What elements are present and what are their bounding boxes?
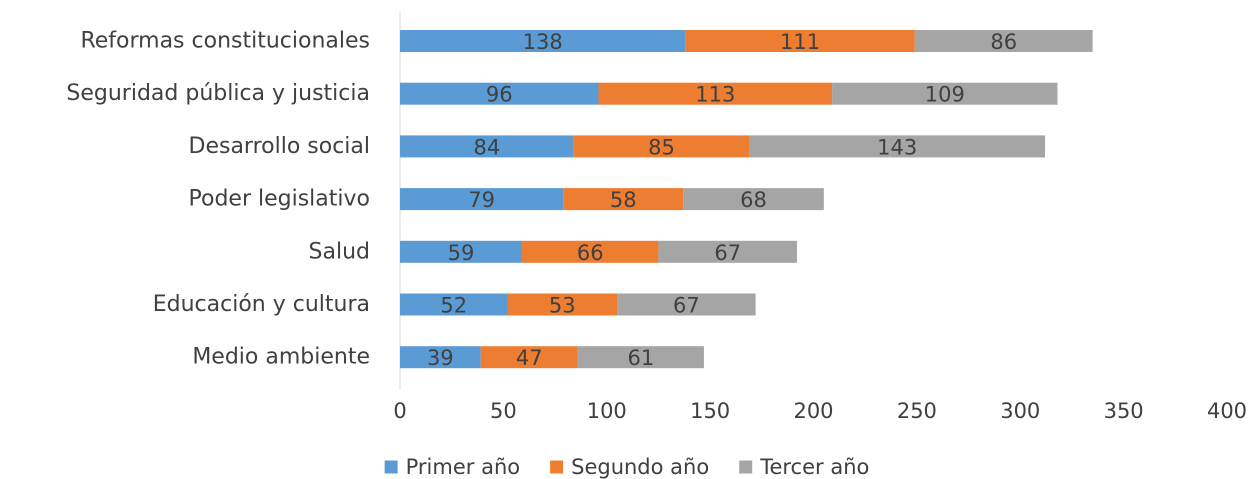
legend-swatch: [739, 460, 753, 474]
legend-label: Segundo año: [571, 455, 709, 479]
data-label: 67: [714, 241, 741, 265]
bar-segment: [685, 30, 915, 52]
data-label: 47: [516, 346, 543, 370]
bar-segment: [400, 30, 686, 52]
data-label: 58: [610, 188, 637, 212]
x-tick-label: 400: [1207, 399, 1247, 423]
data-label: 59: [448, 241, 475, 265]
data-label: 67: [673, 294, 700, 318]
data-label: 138: [523, 30, 563, 54]
category-label: Reformas constitucionales: [80, 29, 370, 54]
bar-segment: [480, 346, 578, 369]
category-label: Seguridad pública y justicia: [66, 81, 370, 106]
bar-segment: [400, 240, 522, 263]
bar-segment: [914, 30, 1093, 52]
data-label: 39: [427, 346, 454, 370]
bar-segment: [507, 293, 618, 316]
x-tick-label: 150: [690, 399, 730, 423]
bar-segment: [749, 135, 1046, 158]
data-label: 86: [990, 30, 1017, 54]
data-label: 68: [740, 188, 767, 212]
x-tick-label: 350: [1104, 399, 1144, 423]
data-label: 84: [473, 135, 500, 159]
x-tick-label: 250: [897, 399, 937, 423]
bar-segment: [400, 293, 508, 316]
bar-segment: [563, 188, 684, 211]
category-label: Educación y cultura: [153, 292, 370, 317]
x-tick-label: 300: [1000, 399, 1040, 423]
category-label: Medio ambiente: [192, 345, 370, 370]
data-label: 109: [925, 83, 965, 107]
data-label: 66: [577, 241, 604, 265]
bar-segment: [400, 188, 564, 211]
category-label: Desarrollo social: [189, 134, 371, 159]
bar-segment: [617, 293, 756, 316]
bar-segment: [658, 240, 797, 263]
x-tick-label: 0: [393, 399, 406, 423]
bar-segment: [573, 135, 750, 158]
legend-label: Primer año: [406, 455, 520, 479]
category-label: Salud: [309, 239, 370, 264]
data-label: 85: [648, 135, 675, 159]
bar-segment: [400, 135, 574, 158]
bar-segment: [577, 346, 704, 369]
category-label: Poder legislativo: [189, 187, 370, 212]
data-label: 61: [627, 346, 654, 370]
bar-segment: [832, 82, 1058, 105]
x-tick-label: 100: [587, 399, 627, 423]
x-tick-label: 50: [490, 399, 517, 423]
legend-swatch: [550, 460, 564, 474]
data-label: 52: [440, 294, 467, 318]
data-label: 79: [468, 188, 495, 212]
bar-segment: [400, 346, 481, 369]
legend-label: Tercer año: [759, 455, 869, 479]
data-label: 53: [549, 294, 576, 318]
x-tick-label: 200: [793, 399, 833, 423]
legend-swatch: [384, 460, 398, 474]
data-label: 143: [877, 135, 917, 159]
bar-segment: [521, 240, 659, 263]
data-label: 96: [486, 83, 513, 107]
bar-segment: [400, 82, 599, 105]
data-label: 111: [780, 30, 820, 54]
data-label: 113: [695, 83, 735, 107]
bar-segment: [683, 188, 824, 211]
bar-segment: [598, 82, 833, 105]
